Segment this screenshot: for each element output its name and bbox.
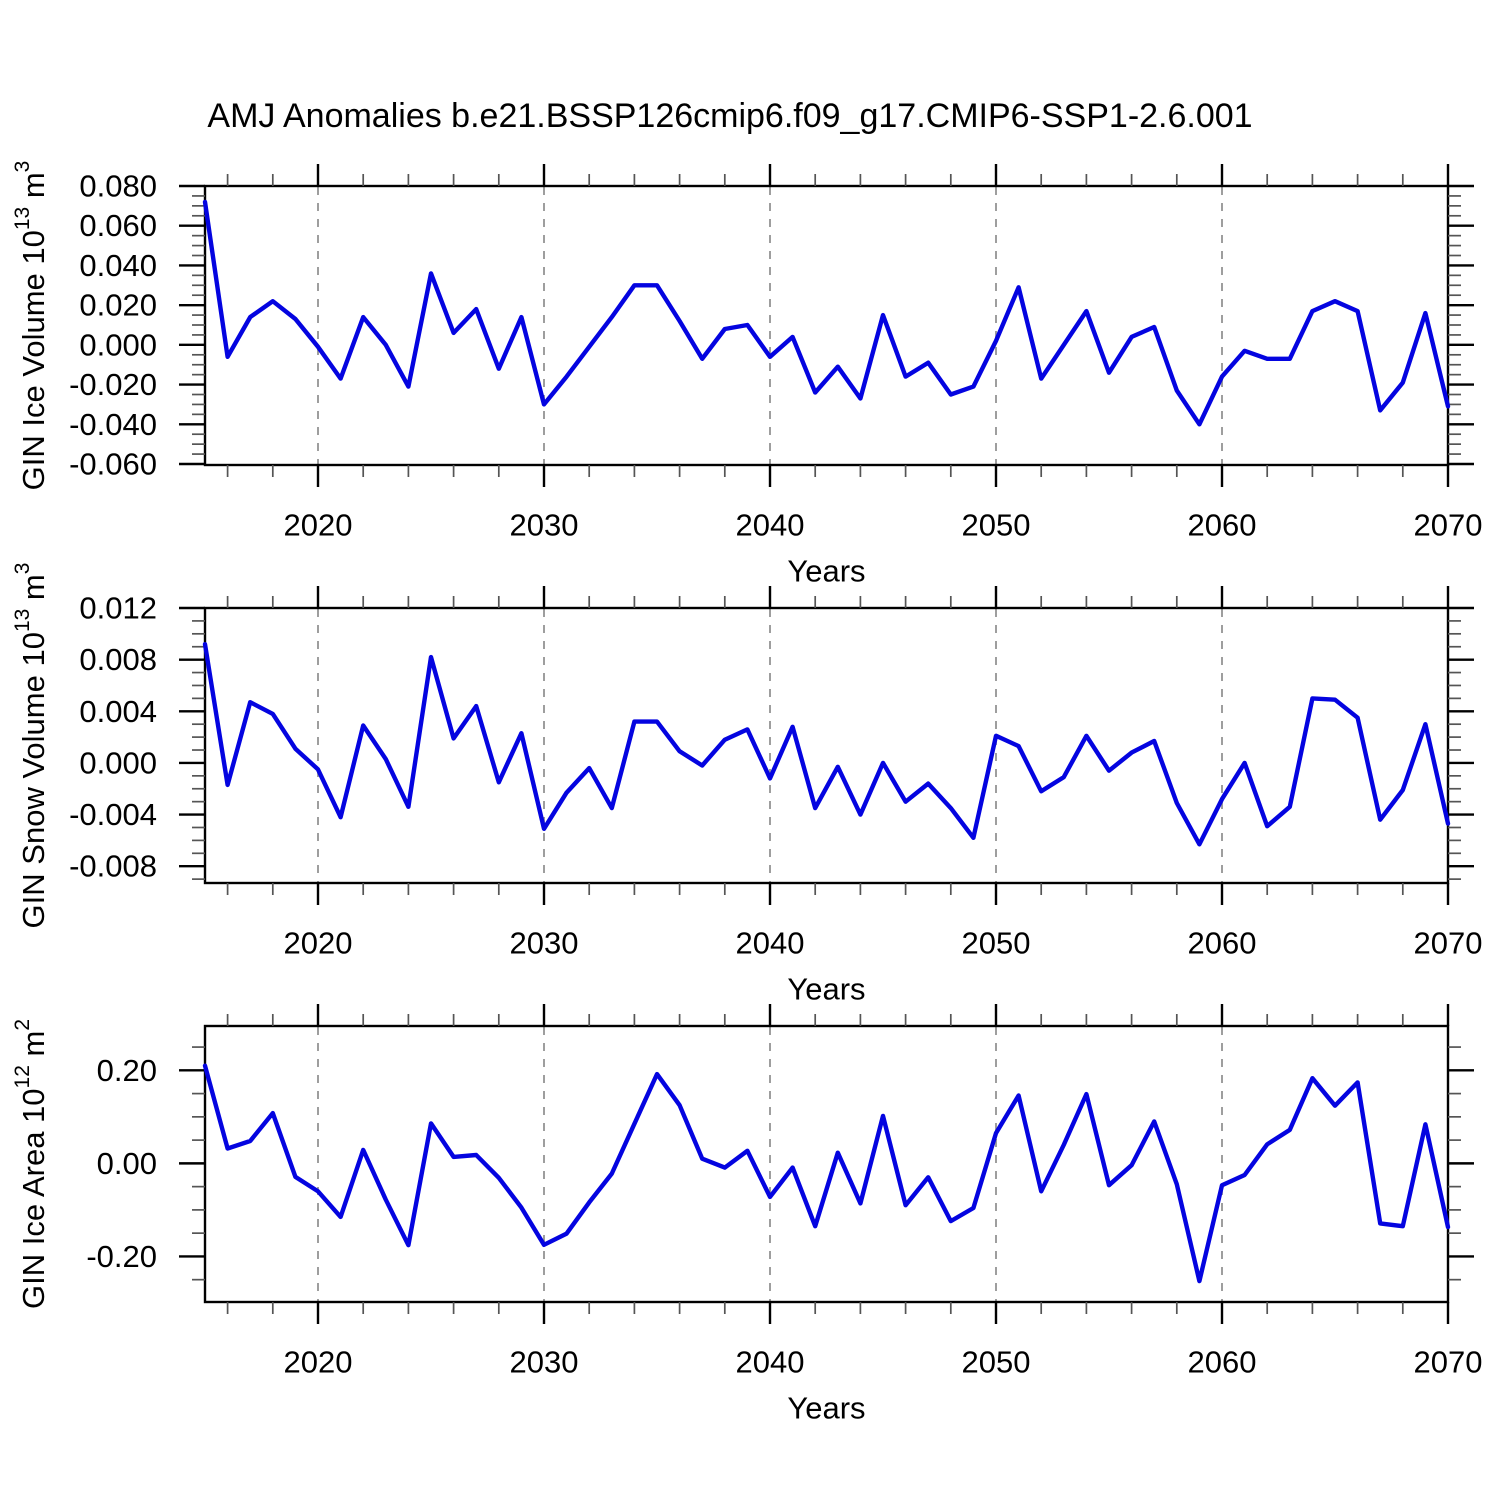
panel-3-xtick-label: 2070 <box>1414 1345 1483 1380</box>
panel-1-xtick-label: 2040 <box>736 508 805 543</box>
chart-title: AMJ Anomalies b.e21.BSSP126cmip6.f09_g17… <box>207 97 1253 135</box>
panel-2-ytick-label: 0.012 <box>79 591 157 626</box>
panel-1-ytick-label: -0.060 <box>69 447 157 482</box>
panel-1-ytick-label: 0.040 <box>79 248 157 283</box>
panel-3-xtick-label: 2020 <box>284 1345 353 1380</box>
panel-1-xtick-label: 2020 <box>284 508 353 543</box>
panel-2-data-line <box>202 642 1451 847</box>
panel-2-xtick-label: 2070 <box>1414 926 1483 961</box>
panel-2-xtick-label: 2040 <box>736 926 805 961</box>
panel-1-yaxis-title: GIN Ice Volume 1013 m3 <box>11 161 51 491</box>
panel-2-xtick-label: 2050 <box>962 926 1031 961</box>
panel-3-xtick-label: 2030 <box>510 1345 579 1380</box>
panel-2-ytick-label: 0.008 <box>79 642 157 677</box>
panel-1-xtick-label: 2050 <box>962 508 1031 543</box>
panel-1-xtick-label: 2070 <box>1414 508 1483 543</box>
panel-1-ytick-label: 0.060 <box>79 208 157 243</box>
panel-1-ytick-label: 0.020 <box>79 288 157 323</box>
panel-2-ytick-label: 0.000 <box>79 745 157 780</box>
panel-3-data-line <box>202 1063 1451 1284</box>
panel-3-yaxis-title: GIN Ice Area 1012 m2 <box>11 1019 51 1309</box>
panel-2-frame <box>203 606 1450 885</box>
panel-3-ytick-label: 0.20 <box>97 1053 157 1088</box>
panel-2-ytick-label: -0.008 <box>69 849 157 884</box>
panel-1-ytick-label: 0.000 <box>79 327 157 362</box>
panel-2-xaxis-title: Years <box>787 972 865 1007</box>
panel-1-ytick-label: -0.040 <box>69 407 157 442</box>
panel-3-xtick-label: 2050 <box>962 1345 1031 1380</box>
panel-1-xtick-label: 2030 <box>510 508 579 543</box>
panel-2-yaxis-title: GIN Snow Volume 1013 m3 <box>11 563 51 929</box>
panel-2-ytick-label: -0.004 <box>69 797 157 832</box>
panel-1-ytick-label: 0.080 <box>79 169 157 204</box>
panel-3-ytick-label: -0.20 <box>86 1239 157 1274</box>
panel-1-ytick-label: -0.020 <box>69 367 157 402</box>
panel-3-xtick-label: 2040 <box>736 1345 805 1380</box>
panel-3-xaxis-title: Years <box>787 1391 865 1426</box>
panel-2-xtick-label: 2060 <box>1188 926 1257 961</box>
panel-1-frame <box>203 184 1450 467</box>
panel-1-data-line <box>202 199 1451 427</box>
panel-2-xtick-label: 2030 <box>510 926 579 961</box>
panel-3-xtick-label: 2060 <box>1188 1345 1257 1380</box>
panel-2-ytick-label: 0.004 <box>79 694 157 729</box>
panel-3-frame <box>203 1024 1450 1304</box>
panel-1-xtick-label: 2060 <box>1188 508 1257 543</box>
panel-1-xaxis-title: Years <box>787 554 865 589</box>
panel-3-ytick-label: 0.00 <box>97 1146 157 1181</box>
panel-2-xtick-label: 2020 <box>284 926 353 961</box>
